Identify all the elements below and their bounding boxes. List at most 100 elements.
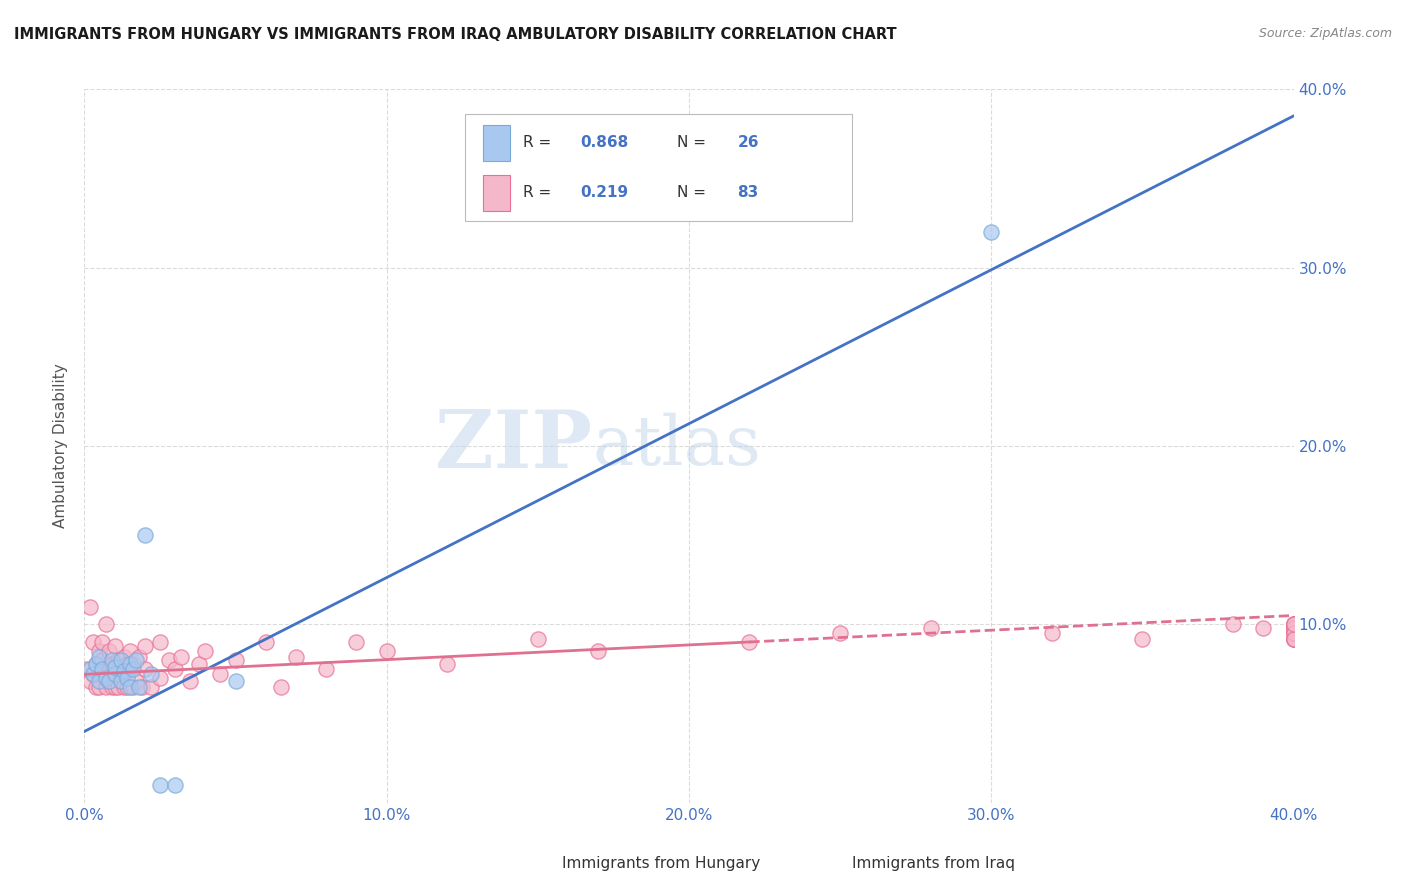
Y-axis label: Ambulatory Disability: Ambulatory Disability	[53, 364, 69, 528]
Point	[118, 680, 141, 694]
Point	[1282, 626, 1305, 640]
Point	[139, 667, 162, 681]
Point	[830, 626, 852, 640]
Point	[165, 778, 187, 792]
FancyBboxPatch shape	[810, 849, 841, 881]
Point	[128, 649, 150, 664]
Point	[89, 674, 111, 689]
Point	[1282, 632, 1305, 646]
Point	[1040, 626, 1063, 640]
Point	[270, 680, 292, 694]
Point	[131, 680, 153, 694]
Point	[112, 680, 135, 694]
Point	[104, 660, 127, 674]
Point	[94, 617, 117, 632]
Point	[115, 680, 138, 694]
Point	[527, 632, 550, 646]
Point	[1282, 617, 1305, 632]
Text: Immigrants from Iraq: Immigrants from Iraq	[852, 856, 1015, 871]
Point	[118, 662, 141, 676]
Point	[125, 674, 148, 689]
Point	[920, 621, 942, 635]
Point	[1130, 632, 1153, 646]
Point	[1222, 617, 1244, 632]
Point	[91, 662, 114, 676]
Point	[588, 644, 610, 658]
Point	[97, 644, 120, 658]
Point	[1282, 621, 1305, 635]
Point	[149, 778, 172, 792]
Point	[1282, 632, 1305, 646]
Point	[91, 667, 114, 681]
Point	[1282, 617, 1305, 632]
Point	[738, 635, 761, 649]
Point	[97, 674, 120, 689]
FancyBboxPatch shape	[484, 125, 510, 161]
Point	[112, 664, 135, 678]
Point	[104, 667, 127, 681]
Point	[97, 674, 120, 689]
Point	[134, 662, 156, 676]
Point	[1282, 626, 1305, 640]
Point	[1282, 617, 1305, 632]
Point	[79, 662, 101, 676]
Point	[104, 667, 127, 681]
Point	[980, 225, 1002, 239]
Point	[110, 674, 132, 689]
Point	[134, 639, 156, 653]
Point	[91, 635, 114, 649]
Point	[97, 662, 120, 676]
Point	[94, 671, 117, 685]
Text: 0.868: 0.868	[581, 136, 628, 150]
Point	[285, 649, 308, 664]
Point	[118, 657, 141, 671]
Point	[110, 653, 132, 667]
Point	[1282, 621, 1305, 635]
Point	[107, 653, 129, 667]
Point	[89, 649, 111, 664]
Point	[194, 644, 217, 658]
Text: atlas: atlas	[592, 413, 761, 479]
Point	[375, 644, 398, 658]
Text: R =: R =	[523, 186, 557, 200]
Point	[110, 662, 132, 676]
Point	[100, 653, 122, 667]
Point	[346, 635, 368, 649]
Point	[76, 662, 98, 676]
Point	[1282, 617, 1305, 632]
Point	[128, 680, 150, 694]
Point	[86, 680, 108, 694]
Point	[115, 671, 138, 685]
Point	[86, 657, 108, 671]
Point	[165, 662, 187, 676]
Text: ZIP: ZIP	[436, 407, 592, 485]
Text: 26: 26	[737, 136, 759, 150]
Point	[188, 657, 211, 671]
Point	[112, 649, 135, 664]
Point	[86, 657, 108, 671]
Text: N =: N =	[676, 186, 710, 200]
Point	[134, 528, 156, 542]
Point	[1282, 626, 1305, 640]
Text: N =: N =	[676, 136, 710, 150]
Point	[110, 674, 132, 689]
Point	[91, 653, 114, 667]
Point	[82, 667, 104, 681]
Point	[89, 680, 111, 694]
Point	[121, 662, 143, 676]
Text: 0.219: 0.219	[581, 186, 628, 200]
Point	[254, 635, 277, 649]
Point	[1282, 632, 1305, 646]
Point	[1282, 621, 1305, 635]
FancyBboxPatch shape	[484, 175, 510, 211]
Text: Immigrants from Hungary: Immigrants from Hungary	[562, 856, 761, 871]
Point	[104, 639, 127, 653]
Point	[225, 674, 247, 689]
Point	[112, 667, 135, 681]
Point	[1253, 621, 1275, 635]
Text: R =: R =	[523, 136, 557, 150]
Point	[121, 657, 143, 671]
Point	[1282, 626, 1305, 640]
Point	[79, 599, 101, 614]
Point	[209, 667, 232, 681]
